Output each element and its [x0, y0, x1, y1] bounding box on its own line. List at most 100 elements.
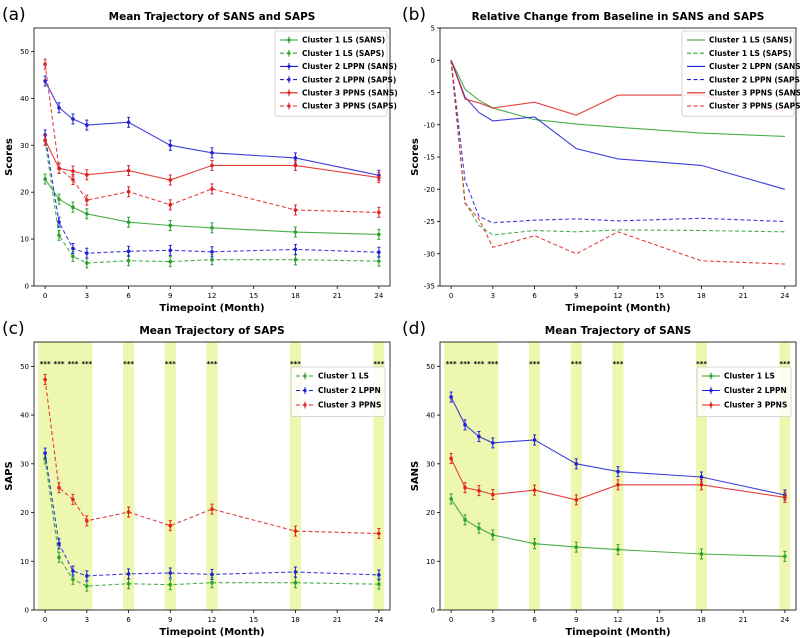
y-tick-label: -5	[428, 89, 435, 97]
series-group	[43, 447, 381, 582]
y-tick-label: 0	[431, 607, 435, 615]
data-point	[616, 469, 620, 474]
legend-label: Cluster 1 LS	[724, 372, 775, 381]
panel-label: (c)	[2, 319, 25, 339]
y-tick-label: 50	[20, 48, 29, 56]
x-tick-label: 9	[574, 292, 578, 300]
data-point	[57, 233, 61, 238]
x-tick-label: 9	[168, 616, 172, 624]
x-tick-label: 24	[374, 292, 383, 300]
y-tick-label: 0	[431, 57, 435, 65]
data-point	[532, 438, 537, 442]
x-tick-label: 12	[614, 292, 623, 300]
data-point	[57, 555, 61, 560]
data-point	[210, 507, 214, 511]
y-tick-label: 5	[431, 25, 435, 33]
data-point	[699, 475, 704, 479]
data-point	[168, 203, 173, 207]
data-point	[293, 580, 298, 585]
x-tick-label: 6	[532, 292, 537, 300]
significance-marker: ***	[165, 360, 176, 368]
legend-marker	[709, 374, 713, 378]
data-point	[71, 577, 75, 582]
legend-box	[696, 366, 792, 417]
data-point	[377, 573, 381, 577]
data-point	[293, 163, 298, 168]
y-tick-label: -25	[424, 218, 435, 226]
legend-label: Cluster 2 LPPN (SANS)	[302, 62, 397, 71]
x-tick-label: 6	[126, 292, 131, 300]
highlight-band	[570, 342, 582, 610]
data-point	[532, 541, 537, 546]
data-point	[85, 173, 89, 177]
series-line	[450, 60, 785, 236]
y-tick-label: 10	[20, 558, 29, 566]
data-point	[71, 177, 75, 182]
data-point	[377, 582, 381, 586]
data-point	[616, 547, 620, 552]
y-tick-label: 0	[25, 607, 29, 615]
data-point	[85, 261, 89, 265]
legend-marker	[287, 64, 291, 68]
series-line	[450, 60, 786, 190]
x-tick-label: 3	[85, 616, 89, 624]
legend-box	[274, 30, 388, 117]
series-line	[44, 140, 379, 264]
data-point	[43, 138, 47, 142]
data-point	[210, 257, 214, 262]
data-point	[168, 523, 173, 528]
data-point	[210, 580, 214, 585]
x-tick-label: 15	[249, 292, 258, 300]
legend-marker	[709, 403, 713, 407]
legend-label: Cluster 1 LS (SANS)	[709, 36, 792, 45]
data-point	[168, 223, 173, 228]
legend-marker	[287, 104, 291, 108]
y-tick-label: 40	[20, 95, 29, 103]
data-point	[71, 205, 75, 209]
significance-marker: ***	[207, 360, 218, 368]
x-tick-label: 21	[333, 292, 342, 300]
y-tick-label: 50	[426, 363, 435, 371]
legend-label: Cluster 3 PPNS (SAPS)	[709, 102, 800, 111]
data-point	[168, 178, 173, 182]
data-point	[85, 123, 89, 127]
data-point	[71, 246, 75, 251]
legend-marker	[287, 78, 291, 82]
series-line	[450, 60, 785, 137]
data-point	[783, 554, 787, 559]
data-point	[463, 423, 467, 427]
series-group	[43, 134, 381, 186]
data-point	[168, 248, 173, 253]
x-tick-label: 18	[697, 292, 706, 300]
x-tick-label: 0	[43, 292, 47, 300]
chart-panel: 0 3 6 9 12 15 18 21 24 0 10 20 30 40 50 Mean Trajectory…	[402, 319, 797, 638]
chart-panel: 0 3 6 9 12 15 18 21 24 0 10 20 30 40 50 Mean Trajectory…	[2, 319, 391, 638]
data-point	[377, 250, 381, 255]
data-point	[477, 434, 481, 439]
data-point	[449, 395, 453, 399]
x-tick-label: 18	[697, 616, 706, 624]
y-tick-label: 40	[20, 412, 29, 420]
data-point	[126, 581, 131, 586]
x-tick-label: 3	[491, 616, 495, 624]
series-line	[450, 60, 786, 116]
series-group	[450, 60, 785, 137]
y-tick-label: 50	[20, 363, 29, 371]
legend-label: Cluster 1 LS (SAPS)	[709, 49, 791, 58]
data-point	[126, 572, 131, 576]
highlight-band	[123, 342, 135, 610]
data-point	[71, 254, 75, 259]
significance-marker: ***	[779, 360, 790, 368]
data-point	[85, 574, 89, 578]
data-point	[210, 150, 214, 155]
x-axis-label: Timepoint (Month)	[159, 627, 264, 638]
series-group	[449, 493, 787, 562]
x-axis-label: Timepoint (Month)	[565, 303, 670, 314]
y-axis-label: Scores	[4, 138, 15, 176]
data-point	[293, 247, 298, 252]
y-tick-label: 40	[426, 412, 435, 420]
x-tick-label: 6	[532, 616, 537, 624]
data-point	[168, 143, 173, 148]
y-tick-label: -15	[424, 154, 435, 162]
x-tick-label: 15	[655, 292, 664, 300]
